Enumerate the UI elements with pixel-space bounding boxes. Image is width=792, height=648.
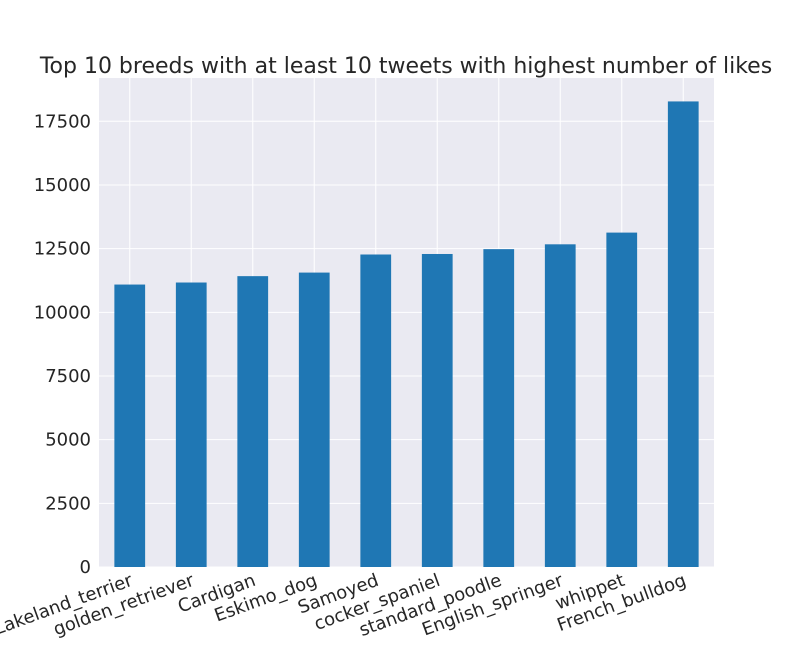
y-tick-label: 10000 xyxy=(34,302,91,323)
bar-Lakeland_terrier xyxy=(114,284,146,567)
bar-Eskimo_dog xyxy=(298,272,330,567)
y-axis-ticks: 0 2500 5000 7500 10000 12500 15000 17500 xyxy=(34,111,91,578)
bar-Samoyed xyxy=(360,254,392,567)
y-tick-label: 15000 xyxy=(34,175,91,196)
y-tick-label: 2500 xyxy=(45,493,91,514)
bars xyxy=(114,101,699,568)
y-tick-label: 17500 xyxy=(34,111,91,132)
bar-Cardigan xyxy=(237,276,269,567)
x-axis-ticks: Lakeland_terriergolden_retrieverCardigan… xyxy=(0,570,689,641)
bar-whippet xyxy=(606,232,638,567)
chart-title: Top 10 breeds with at least 10 tweets wi… xyxy=(39,54,772,79)
y-tick-label: 0 xyxy=(80,557,91,578)
y-tick-label: 5000 xyxy=(45,430,91,451)
bar-cocker_spaniel xyxy=(421,253,453,567)
bar-English_springer xyxy=(544,244,576,567)
bar-golden_retriever xyxy=(175,282,207,567)
y-tick-label: 7500 xyxy=(45,366,91,387)
bar-French_bulldog xyxy=(667,101,699,568)
bar-standard_poodle xyxy=(483,249,515,567)
y-tick-label: 12500 xyxy=(34,239,91,260)
